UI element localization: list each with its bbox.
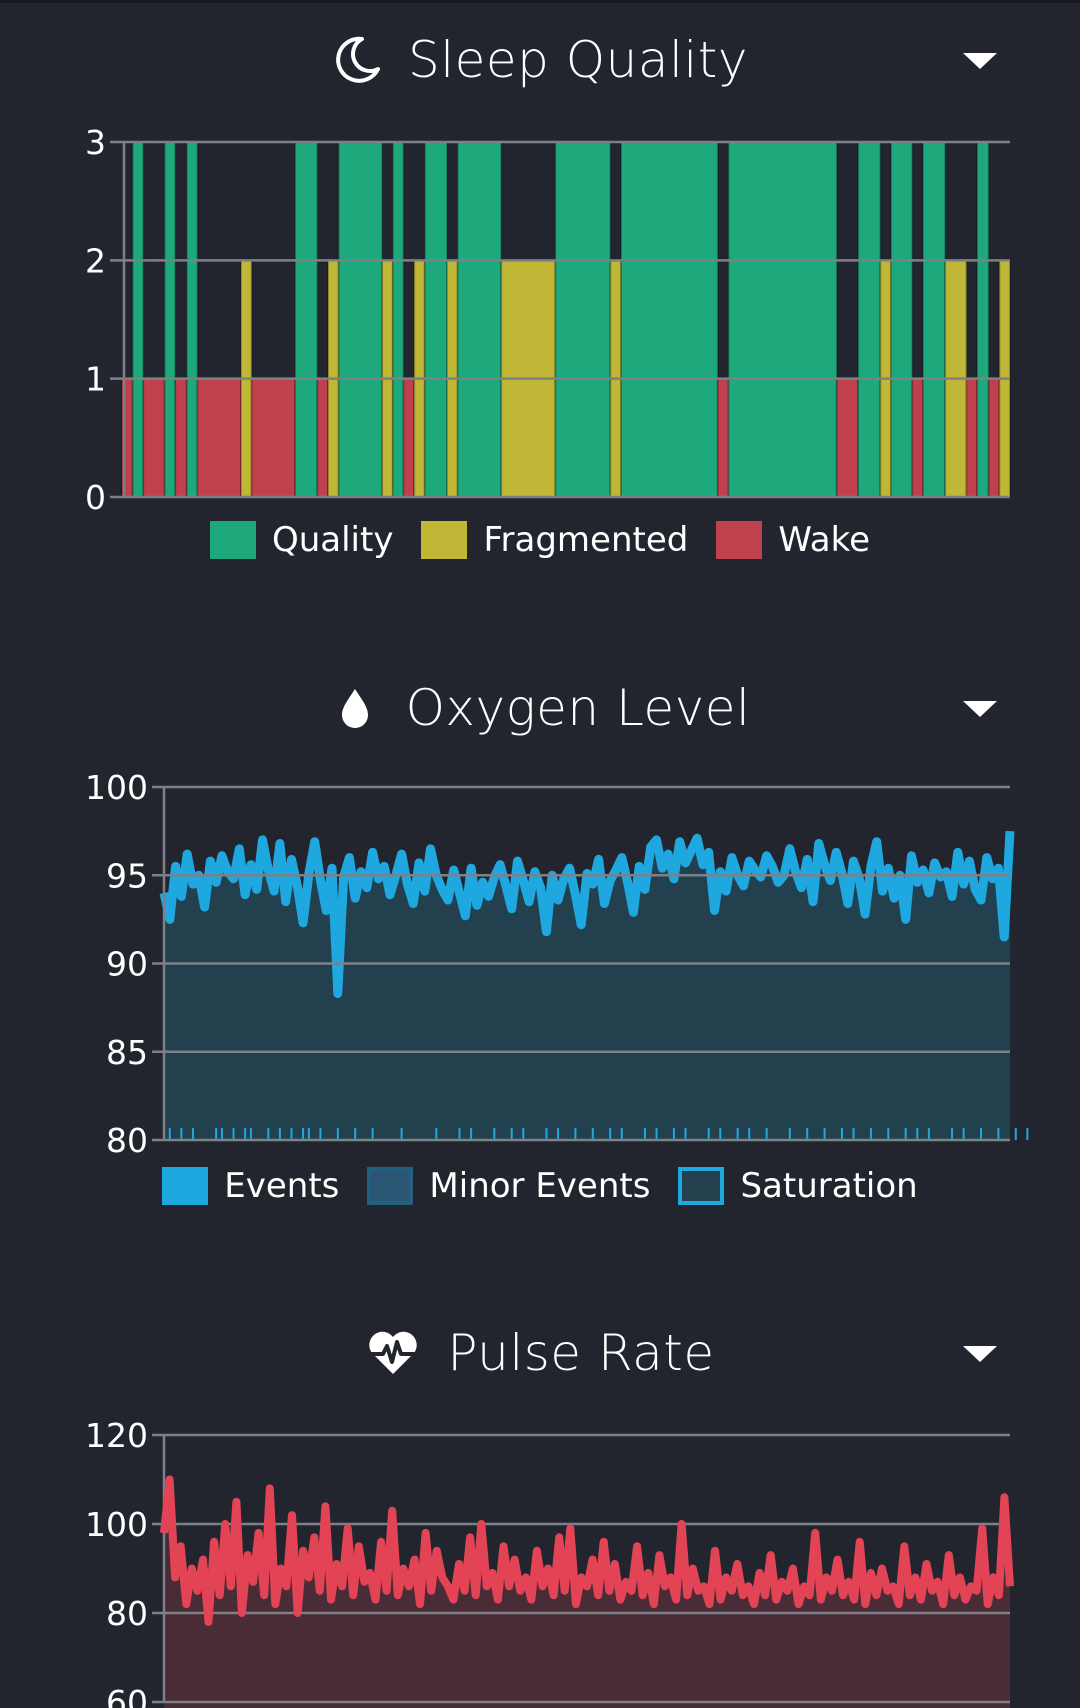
sleep-bar: [966, 379, 977, 497]
sleep-bar: [165, 142, 176, 497]
legend-swatch-fragmented: [421, 521, 467, 559]
sleep-quality-chart: 0 1 2 3: [0, 115, 1080, 515]
moon-icon: [332, 35, 382, 85]
pulse-rate-header: Pulse Rate: [0, 1308, 1080, 1398]
legend-swatch-saturation: [678, 1167, 724, 1205]
sleep-bar: [197, 379, 241, 497]
sleep-bar: [837, 379, 858, 497]
sleep-bar: [729, 142, 837, 497]
legend-swatch-wake: [716, 521, 762, 559]
y-tick-label: 2: [85, 241, 106, 280]
pulse-rate-title: Pulse Rate: [447, 1324, 714, 1382]
y-tick-label: 80: [106, 1594, 148, 1633]
sleep-bar: [317, 379, 328, 497]
sleep-bar: [912, 379, 923, 497]
sleep-bar: [425, 142, 447, 497]
legend-label-saturation: Saturation: [740, 1166, 917, 1206]
caret-down-icon[interactable]: [960, 693, 1000, 723]
sleep-bar: [555, 142, 610, 497]
y-tick-label: 100: [85, 1505, 148, 1544]
droplet-icon: [330, 683, 380, 733]
oxygen-legend: Events Minor Events Saturation: [0, 1166, 1080, 1206]
y-tick-label: 60: [106, 1683, 148, 1708]
pulse-rate-chart: 60 80 100 120: [0, 1408, 1080, 1708]
sleep-bar: [393, 142, 404, 497]
sleep-bar: [143, 379, 164, 497]
sleep-bar: [977, 142, 989, 497]
sleep-bar: [252, 379, 296, 497]
sleep-legend: Quality Fragmented Wake: [0, 520, 1080, 560]
legend-label-fragmented: Fragmented: [483, 520, 688, 560]
legend-label-wake: Wake: [778, 520, 870, 560]
sleep-bar: [458, 142, 502, 497]
legend-swatch-quality: [210, 521, 256, 559]
sleep-bar: [989, 379, 1000, 497]
legend-swatch-minor-events: [367, 1167, 413, 1205]
sleep-bar: [621, 142, 718, 497]
sleep-bar: [923, 142, 945, 497]
legend-swatch-events: [162, 1167, 208, 1205]
sleep-quality-title: Sleep Quality: [408, 31, 748, 89]
legend-item-minor-events[interactable]: Minor Events: [367, 1166, 650, 1206]
caret-down-icon[interactable]: [960, 1338, 1000, 1368]
oxygen-level-title: Oxygen Level: [406, 679, 751, 737]
y-tick-label: 0: [85, 478, 106, 515]
status-bar-edge: [0, 0, 1080, 3]
sleep-bar: [175, 379, 187, 497]
sleep-quality-header: Sleep Quality: [0, 15, 1080, 105]
legend-item-events[interactable]: Events: [162, 1166, 339, 1206]
y-tick-label: 85: [106, 1033, 148, 1072]
oxygen-level-header: Oxygen Level: [0, 663, 1080, 753]
sleep-bar: [403, 379, 414, 497]
sleep-bar: [295, 142, 317, 497]
y-tick-label: 80: [106, 1121, 148, 1160]
legend-item-fragmented[interactable]: Fragmented: [421, 520, 688, 560]
y-tick-label: 1: [85, 360, 106, 399]
y-tick-label: 100: [85, 768, 148, 807]
sleep-bar: [187, 142, 198, 497]
heartbeat-icon: [365, 1328, 421, 1378]
legend-item-quality[interactable]: Quality: [210, 520, 394, 560]
legend-item-wake[interactable]: Wake: [716, 520, 870, 560]
y-tick-label: 90: [106, 945, 148, 984]
y-tick-label: 3: [85, 123, 106, 162]
oxygen-level-chart: 80 85 90 95 100: [0, 763, 1080, 1163]
y-tick-label: 95: [106, 856, 148, 895]
sleep-bar: [718, 379, 729, 497]
sleep-bar: [858, 142, 880, 497]
legend-label-minor-events: Minor Events: [429, 1166, 650, 1206]
sleep-bar: [133, 142, 144, 497]
legend-item-saturation[interactable]: Saturation: [678, 1166, 917, 1206]
sleep-bar: [891, 142, 912, 497]
y-tick-label: 120: [85, 1416, 148, 1455]
sleep-bar: [339, 142, 383, 497]
caret-down-icon[interactable]: [960, 45, 1000, 75]
legend-label-quality: Quality: [272, 520, 394, 560]
legend-label-events: Events: [224, 1166, 339, 1206]
